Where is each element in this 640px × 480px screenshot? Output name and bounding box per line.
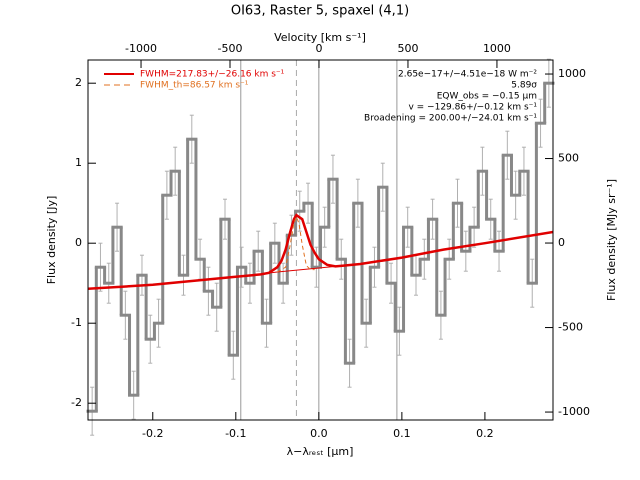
x2-axis-label: Velocity [km s⁻¹] xyxy=(274,31,366,44)
annotation: Broadening = 200.00+/−24.01 km s⁻¹ xyxy=(364,114,537,124)
y2-axis-label: Flux density [MJy sr⁻¹] xyxy=(605,179,618,301)
y-tick-label: 2 xyxy=(75,76,82,89)
x-axis-label: λ−λᵣₑₛₜ [μm] xyxy=(287,445,354,458)
y-tick-label: -2 xyxy=(71,396,82,409)
x2-tick-label: -1000 xyxy=(125,42,157,55)
x2-tick-label: 500 xyxy=(397,42,418,55)
chart-title: OI63, Raster 5, spaxel (4,1) xyxy=(231,4,409,19)
y2-tick-label: 0 xyxy=(558,236,565,249)
x2-tick-label: -500 xyxy=(218,42,243,55)
x-tick-label: 0.1 xyxy=(393,427,411,440)
y-axis-label: Flux density [Jy] xyxy=(45,196,58,285)
y2-tick-label: 500 xyxy=(558,152,579,165)
x-tick-label: 0.2 xyxy=(476,427,494,440)
x-tick-label: 0.0 xyxy=(310,427,328,440)
annotation: 5.89σ xyxy=(511,81,537,91)
y2-tick-label: -500 xyxy=(558,321,583,334)
y2-tick-label: -1000 xyxy=(558,405,590,418)
x-tick-label: -0.2 xyxy=(142,427,163,440)
y-tick-label: 1 xyxy=(75,156,82,169)
y-tick-label: 0 xyxy=(75,236,82,249)
y-tick-label: -1 xyxy=(71,316,82,329)
annotation: EQW_obs = −0.15 μm xyxy=(437,92,537,102)
x2-tick-label: 0 xyxy=(315,42,322,55)
x2-tick-label: 1000 xyxy=(483,42,511,55)
y2-tick-label: 1000 xyxy=(558,67,586,80)
legend-label: FWHM=217.83+/−26.16 km s⁻¹ xyxy=(140,70,285,80)
fit-line xyxy=(277,215,315,273)
x-tick-label: -0.1 xyxy=(225,427,246,440)
annotation: v = −129.86+/−0.12 km s⁻¹ xyxy=(408,103,537,113)
fit-line xyxy=(88,213,553,291)
annotation: 2.65e−17+/−4.51e−18 W m⁻² xyxy=(398,70,537,80)
legend-label: FWHM_th=86.57 km s⁻¹ xyxy=(140,81,249,91)
plot-frame xyxy=(87,59,554,421)
